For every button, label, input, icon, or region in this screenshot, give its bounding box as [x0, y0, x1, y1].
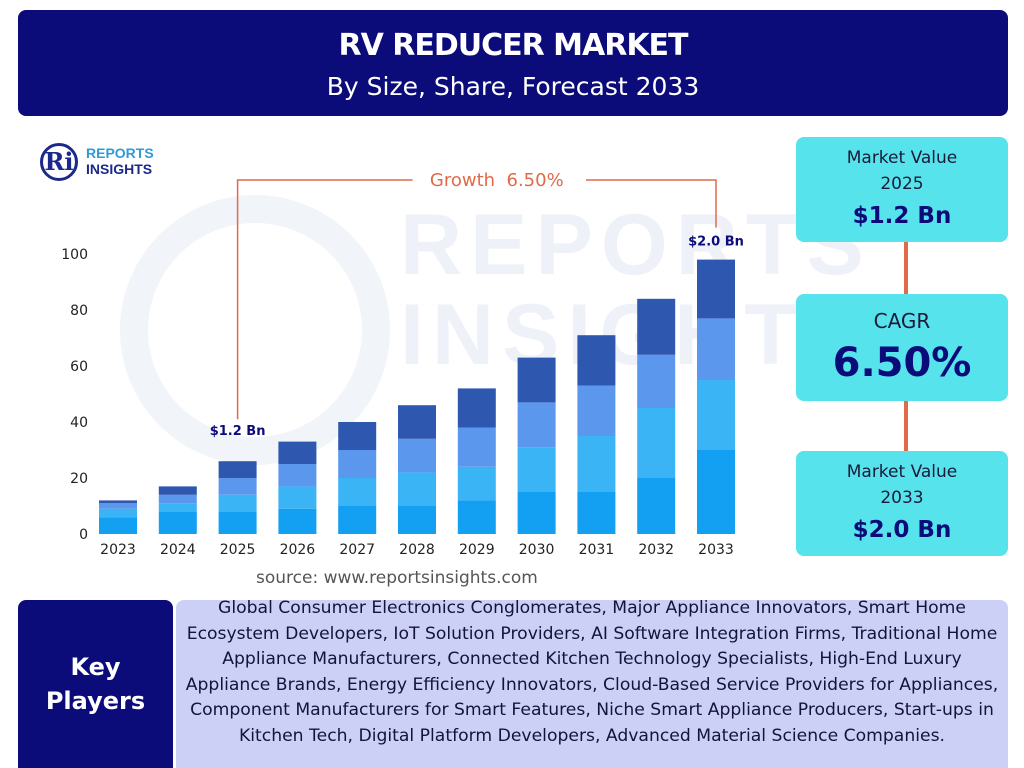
growth-line-right — [586, 179, 717, 228]
bar-segment — [697, 450, 735, 534]
market-value-2025-value: $1.2 Bn — [852, 203, 952, 229]
y-tick-label: 100 — [61, 247, 88, 263]
key-players-label: Key Players — [45, 653, 146, 715]
market-value-2025-card: Market Value 2025 $1.2 Bn — [796, 137, 1008, 242]
bar-segment — [637, 298, 676, 355]
bar-segment — [338, 422, 377, 450]
bar-segment — [99, 503, 137, 509]
logo-text-line2: INSIGHTS — [86, 161, 153, 177]
bar-segment — [577, 385, 616, 436]
connector-line-bottom — [904, 401, 908, 451]
bar-segment — [398, 506, 436, 534]
connector-line-top — [904, 242, 908, 294]
y-tick-label: 20 — [70, 471, 88, 487]
bar-segment — [637, 354, 676, 408]
bar-segment — [99, 500, 137, 504]
bar-segment — [278, 441, 317, 464]
source-note: source: www.reportsinsights.com — [256, 568, 538, 588]
bar-segment — [697, 259, 735, 319]
bar-segment — [99, 517, 137, 534]
bar-segment — [637, 408, 676, 478]
market-value-2025-label: Market Value 2025 — [846, 148, 958, 194]
stacked-bar-chart: 0 20 40 60 80 100 2023 2024 2025 2026 2027 2028 2029… — [61, 170, 744, 558]
bar-segment — [158, 486, 197, 495]
bar-segment — [517, 447, 556, 492]
cagr-value: 6.50% — [832, 340, 972, 386]
bar-segment — [457, 500, 496, 534]
bar-segment — [457, 427, 496, 467]
x-tick-label: 2032 — [638, 542, 674, 558]
page-subtitle: By Size, Share, Forecast 2033 — [326, 72, 700, 101]
x-tick-label: 2024 — [160, 542, 196, 558]
x-tick-label: 2025 — [220, 542, 256, 558]
cagr-card: CAGR 6.50% — [796, 294, 1008, 401]
bar-segment — [158, 511, 197, 534]
bar-segment — [697, 318, 735, 380]
bar-segment — [398, 405, 436, 439]
bar-segment — [457, 466, 496, 501]
logo-mark-icon: Ri — [40, 143, 78, 181]
x-tick-label: 2033 — [698, 542, 734, 558]
watermark: REPORTS INSIGHTS — [400, 200, 872, 380]
growth-line-left — [236, 179, 413, 420]
cagr-label: CAGR — [873, 309, 931, 333]
market-value-2033-value: $2.0 Bn — [852, 517, 952, 543]
bar-segment — [278, 464, 317, 487]
key-players-label-box: Key Players — [18, 600, 173, 768]
x-tick-label: 2023 — [100, 542, 136, 558]
start-value-label: $1.2 Bn — [210, 424, 266, 439]
y-tick-label: 60 — [70, 359, 88, 375]
page-title: RV REDUCER MARKET — [338, 28, 688, 63]
bar-segment — [99, 508, 137, 518]
bar-segment — [517, 402, 556, 448]
x-tick-label: 2027 — [339, 542, 375, 558]
bar-segment — [218, 494, 257, 512]
bar-segment — [218, 511, 257, 534]
x-tick-label: 2030 — [519, 542, 555, 558]
market-value-2033-card: Market Value 2033 $2.0 Bn — [796, 451, 1008, 556]
bar-segment — [218, 461, 257, 478]
bar-segment — [158, 494, 197, 504]
y-tick-label: 0 — [79, 527, 88, 543]
bar-segment — [338, 478, 377, 506]
x-tick-label: 2028 — [399, 542, 435, 558]
growth-label: Growth 6.50% — [430, 170, 564, 191]
bar-segment — [158, 503, 197, 512]
bar-segment — [398, 438, 436, 473]
bar-segment — [637, 478, 676, 534]
header-banner: RV REDUCER MARKET By Size, Share, Foreca… — [18, 10, 1008, 116]
y-tick-label: 40 — [70, 415, 88, 431]
bar-segment — [338, 506, 377, 534]
end-value-label: $2.0 Bn — [688, 235, 744, 250]
logo-text: REPORTS INSIGHTS — [86, 145, 154, 177]
x-tick-label: 2026 — [280, 542, 316, 558]
bar-segment — [278, 508, 317, 534]
bar-segment — [577, 492, 616, 534]
bar-segment — [517, 357, 556, 403]
bar-segment — [517, 492, 556, 534]
y-tick-label: 80 — [70, 303, 88, 319]
brand-logo: Ri REPORTS INSIGHTS — [40, 143, 180, 183]
bar-segment — [577, 335, 616, 386]
bar-segment — [398, 472, 436, 506]
bar-segment — [278, 486, 317, 509]
watermark-line1: REPORTS — [400, 197, 872, 293]
watermark-line2: INSIGHTS — [400, 287, 871, 383]
bar-segment — [697, 380, 735, 450]
bar-segment — [218, 478, 257, 495]
bar-segment — [338, 450, 377, 478]
bar-segment — [577, 436, 616, 492]
x-tick-label: 2031 — [579, 542, 615, 558]
logo-text-line1: REPORTS — [86, 145, 154, 161]
x-tick-label: 2029 — [459, 542, 495, 558]
bar-segment — [457, 388, 496, 428]
market-value-2033-label: Market Value 2033 — [846, 462, 958, 508]
key-players-list-box: Global Consumer Electronics Conglomerate… — [176, 600, 1008, 768]
key-players-list: Global Consumer Electronics Conglomerate… — [185, 600, 999, 746]
